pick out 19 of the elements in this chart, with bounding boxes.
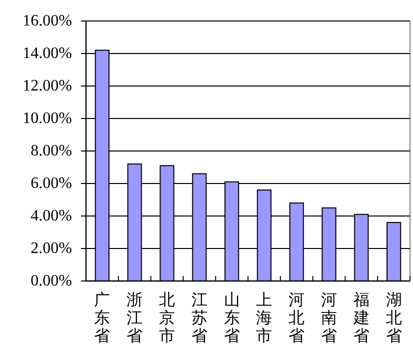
y-tick-label: 8.00%: [30, 142, 72, 160]
x-tick-label: 广东省: [94, 290, 110, 345]
x-tick-label: 江苏省: [191, 290, 208, 345]
x-tick-label: 山东省: [224, 290, 240, 345]
x-tick-label: 河南省: [321, 290, 337, 345]
x-tick-label: 湖北省: [386, 290, 402, 345]
y-tick-label: 6.00%: [30, 175, 72, 192]
x-tick-label: 福建省: [352, 290, 370, 345]
y-tick-label: 4.00%: [30, 208, 72, 224]
x-tick-label: 上海市: [256, 290, 272, 345]
y-tick-label: 12.00%: [22, 78, 72, 94]
x-tick-label: 浙江省: [126, 290, 143, 345]
y-tick-label: 2.00%: [30, 240, 72, 257]
x-tick-label: 河北省: [288, 290, 305, 345]
y-tick-label: 14.00%: [22, 45, 72, 62]
x-tick-label: 北京市: [159, 290, 175, 345]
y-tick-label: 0.00%: [30, 272, 72, 290]
y-tick-label: 16.00%: [22, 12, 72, 30]
y-tick-label: 10.00%: [22, 110, 72, 127]
